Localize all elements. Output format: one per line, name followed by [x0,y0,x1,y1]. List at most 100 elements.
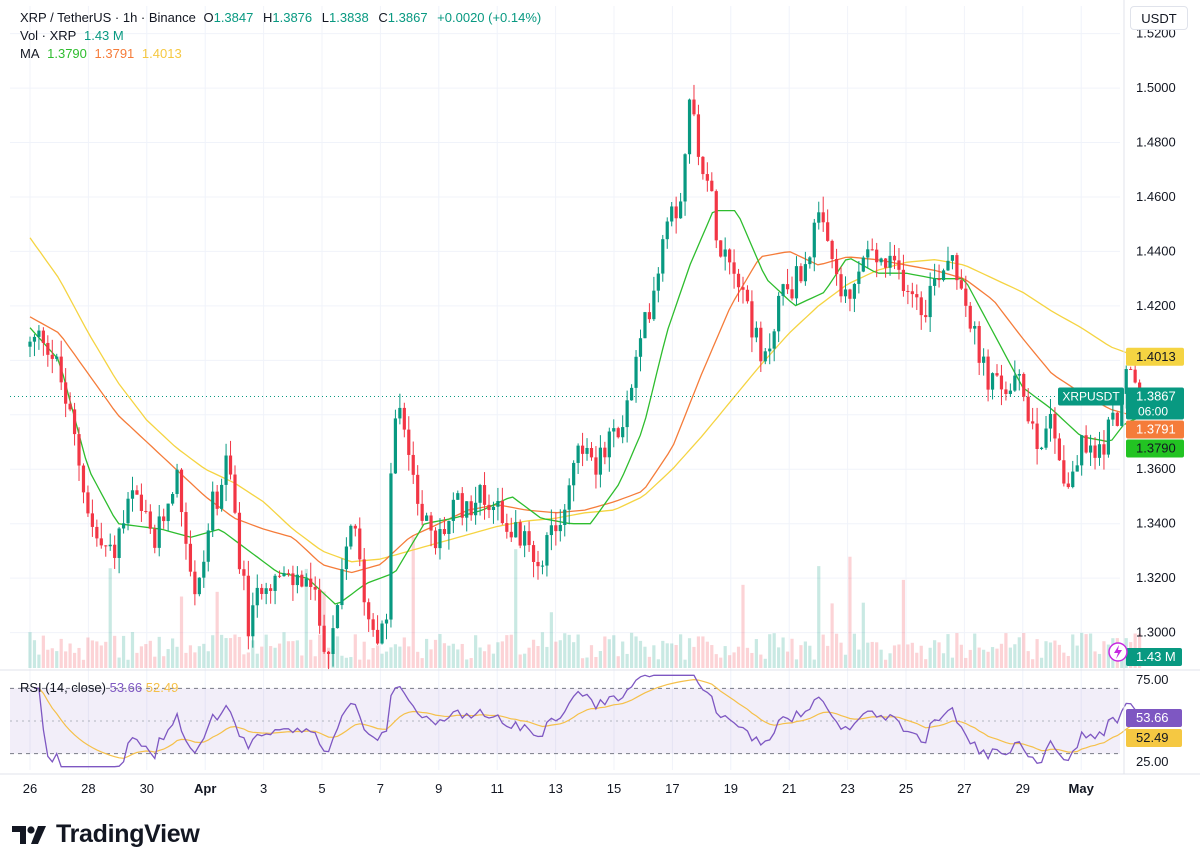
symbol-title[interactable]: XRP / TetherUS · 1h · Binance [20,10,196,25]
volume-bar [745,647,750,668]
volume-bar [95,641,99,668]
candle-body [157,516,161,548]
candle-body [861,257,865,272]
volume-bar [866,642,870,668]
volume-bar [696,636,701,668]
candle-body [500,501,504,524]
candle-body [696,114,701,157]
volume-bar [883,659,888,668]
candle-body [144,510,148,512]
candle-body [197,577,201,595]
volume-bar [589,645,594,668]
volume-bar [269,646,273,668]
time-tick-label: 30 [140,781,154,796]
volume-bar [545,646,549,668]
candle-body [291,573,295,586]
time-tick-label: 29 [1016,781,1030,796]
candle-body [1097,444,1102,458]
volume-legend[interactable]: Vol · XRP 1.43 M [20,28,128,43]
candle-body [523,531,527,546]
volume-bar [714,654,718,668]
volume-bar [585,657,589,668]
volume-bar [148,640,152,668]
volume-bar [429,649,433,668]
volume-bar [509,634,513,668]
ma-legend[interactable]: MA 1.3790 1.3791 1.4013 [20,46,186,61]
volume-bar [839,642,843,668]
candle-body [576,445,580,463]
candle-body [32,336,37,342]
volume-bar [491,653,496,668]
time-tick-label: 7 [377,781,384,796]
candle-body [901,269,906,291]
currency-selector[interactable]: USDT [1130,6,1188,30]
volume-bar [834,633,839,668]
candle-body [794,266,799,299]
rsi-value: 53.66 [109,680,143,695]
candle-body [808,257,812,265]
candle-body [282,573,286,577]
volume-bar [264,634,268,668]
volume-bar [518,654,522,668]
volume-axis-text: 1.43 M [1136,649,1176,664]
candle-body [585,447,589,454]
brand-name: TradingView [56,820,200,848]
candle-body [277,575,282,577]
candle-body [1004,389,1008,394]
volume-bar [420,658,424,668]
volume-bar [166,649,170,668]
volume-bar [438,634,442,668]
candle-body [687,99,692,155]
tradingview-logo[interactable]: TradingView [12,820,200,849]
candle-body [879,258,883,263]
rsi-value-text: 52.49 [1136,730,1169,745]
candle-body [425,515,429,521]
rsi-legend[interactable]: RSI (14, close) 53.66 52.49 [20,680,178,695]
volume-bar [580,658,585,668]
candle-body [999,375,1004,390]
rsi-tick-label: 75.00 [1136,672,1169,687]
volume-bar [870,641,874,668]
volume-bar [999,643,1004,668]
price-label-box [1126,387,1184,420]
volume-bar [892,645,897,668]
volume-bar [772,633,776,668]
volume-bar [705,641,709,668]
ohlc-legend: XRP / TetherUS · 1h · Binance O1.3847 H1… [20,10,547,25]
volume-bar [665,643,669,668]
change-value: +0.0020 (+0.14%) [437,10,542,25]
volume-bar [670,643,674,668]
volume-bar [242,654,246,668]
candle-body [781,284,785,296]
candle-body [1093,445,1097,458]
candle-body [977,326,981,363]
candle-body [603,447,607,458]
candle-body [447,520,451,534]
volume-bar [46,649,50,668]
candle-body [968,305,972,329]
time-tick-label: 28 [81,781,95,796]
volume-bar [478,647,482,668]
volume-bar [407,646,411,668]
candle-body [817,212,821,223]
volume-bar [50,648,54,668]
volume-bar [496,642,500,668]
volume-bar [398,646,402,668]
candle-body [121,523,126,529]
volume-bar [32,640,37,668]
price-label-text: 1.3791 [1136,422,1176,437]
volume-bar [531,639,536,668]
volume-bar [139,646,144,668]
candle-body [113,544,117,558]
volume-bar [505,635,509,668]
candle-body [193,571,197,595]
volume-bar [1075,645,1079,668]
volume-bar [732,652,736,668]
volume-bar [1084,634,1088,668]
symbol-tag-box [1058,387,1124,406]
candle-body [429,515,433,531]
candle-body [589,447,594,458]
volume-bar [937,642,941,668]
candle-body [362,559,366,603]
